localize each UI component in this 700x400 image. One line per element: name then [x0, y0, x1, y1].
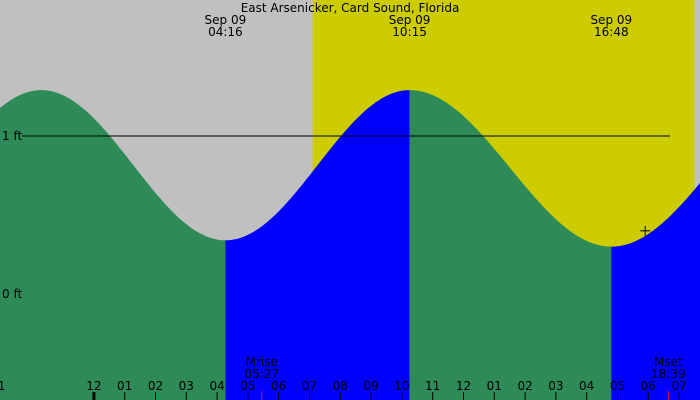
- x-tick-label: 01: [117, 379, 132, 393]
- falling-tide-area: [0, 90, 226, 400]
- x-tick-label: 12: [86, 379, 101, 393]
- y-tick-label: 0 ft: [2, 287, 22, 301]
- moon-event-time: 05:27: [245, 367, 280, 381]
- tide-event-date: Sep 09: [205, 13, 247, 27]
- tide-event-time: 16:48: [594, 25, 629, 39]
- falling-tide-area: [409, 90, 612, 400]
- rising-tide-area: [611, 183, 700, 400]
- x-tick-label: 01: [487, 379, 502, 393]
- x-tick-label: 05: [610, 379, 625, 393]
- x-tick-label: 06: [271, 379, 286, 393]
- x-tick-label: 03: [548, 379, 563, 393]
- x-tick-label: 03: [179, 379, 194, 393]
- x-tick-label: 06: [641, 379, 656, 393]
- x-tick-label: 07: [671, 379, 686, 393]
- x-tick-label: 11: [425, 379, 440, 393]
- tide-event-date: Sep 09: [389, 13, 431, 27]
- tide-event-time: 10:15: [392, 25, 427, 39]
- chart-title: East Arsenicker, Card Sound, Florida: [241, 1, 460, 15]
- x-tick-label: 10: [394, 379, 409, 393]
- x-tick-label: 08: [333, 379, 348, 393]
- x-tick-label: 12: [456, 379, 471, 393]
- rising-tide-area: [225, 90, 410, 400]
- x-tick-label: 1: [0, 379, 5, 393]
- x-tick-label: 05: [240, 379, 255, 393]
- tide-event-date: Sep 09: [590, 13, 632, 27]
- x-tick-label: 02: [517, 379, 532, 393]
- moon-event-time: 18:39: [651, 367, 686, 381]
- moon-event-label: Mrise: [246, 355, 278, 369]
- x-tick-label: 07: [302, 379, 317, 393]
- x-tick-label: 02: [148, 379, 163, 393]
- x-tick-label: 04: [209, 379, 224, 393]
- moon-event-label: Mset: [654, 355, 683, 369]
- x-tick-label: 09: [363, 379, 378, 393]
- x-tick-label: 04: [579, 379, 594, 393]
- y-tick-label: 1 ft: [2, 129, 22, 143]
- tide-event-time: 04:16: [208, 25, 243, 39]
